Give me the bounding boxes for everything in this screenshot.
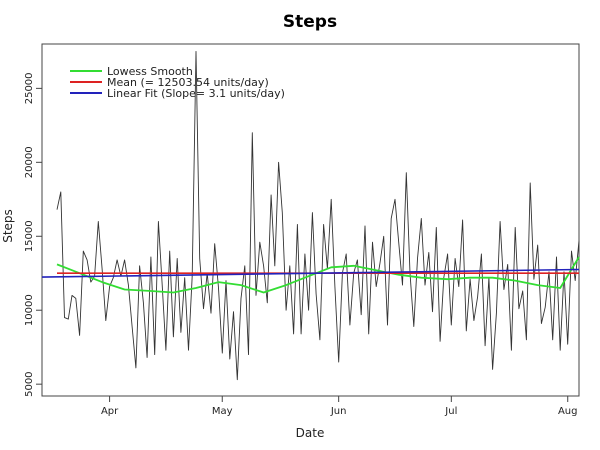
x-tick-label: May [212, 406, 233, 417]
x-tick-label: Aug [558, 406, 578, 417]
y-tick-label: 20000 [24, 146, 35, 178]
y-tick-label: 15000 [24, 220, 35, 252]
legend-label-lowess: Lowess Smooth [107, 65, 193, 78]
x-tick-label: Apr [101, 406, 119, 417]
plot-frame [41, 43, 580, 397]
y-axis-label: Steps [1, 209, 15, 243]
x-tick-label: Jul [444, 406, 457, 417]
y-tick-label: 10000 [24, 294, 35, 326]
y-tick-label: 5000 [24, 371, 35, 396]
axis-ticks: Apr May Jun Jul Aug 5000 10000 15000 20000 25000 [24, 72, 577, 417]
legend-label-linear-fit: Linear Fit (Slope= 3.1 units/day) [107, 87, 285, 100]
legend: Lowess Smooth Mean (= 12503.54 units/day… [70, 65, 285, 100]
chart-title: Steps [283, 12, 337, 32]
legend-label-mean: Mean (= 12503.54 units/day) [107, 76, 269, 89]
series-layer [41, 50, 580, 381]
x-axis-label: Date [296, 426, 325, 440]
y-tick-label: 25000 [24, 72, 35, 104]
linear-fit-line [41, 268, 580, 278]
lowess-smooth-line [56, 256, 580, 294]
x-tick-label: Jun [330, 406, 347, 417]
steps-series-line [56, 50, 580, 381]
